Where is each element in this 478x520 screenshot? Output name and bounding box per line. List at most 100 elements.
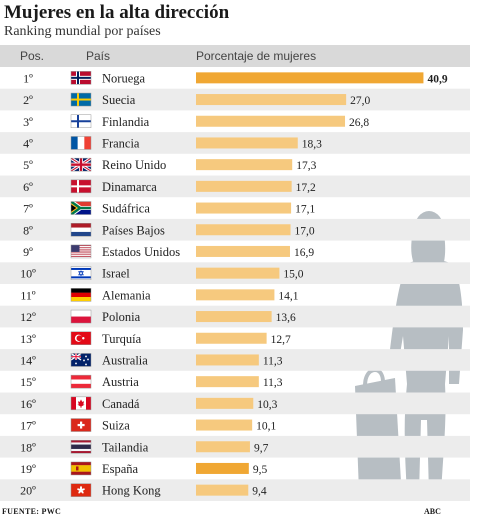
value-label: 17,0 [295, 225, 315, 237]
bar [196, 115, 346, 127]
table-row: 18º Tailandia 9,7 [0, 435, 470, 458]
country-label: Hong Kong [102, 484, 161, 498]
bar [196, 137, 298, 149]
table-row: 12º Polonia 13,6 [0, 305, 470, 328]
bar [196, 72, 424, 84]
country-label: Polonia [102, 310, 141, 324]
country-label: Países Bajos [102, 223, 165, 237]
bar [196, 484, 249, 496]
rank-label: 4º [23, 136, 33, 150]
column-header: País [86, 49, 110, 63]
bar [196, 419, 253, 431]
israel-flag-icon [70, 266, 92, 280]
table-row: 6º Dinamarca 17,2 [0, 175, 470, 198]
table-row: 5º Reino Unido 17,3 [23, 157, 317, 172]
hong-kong-flag-icon [70, 483, 92, 497]
australia-flag-icon [70, 353, 92, 367]
switzerland-flag-icon [70, 418, 92, 432]
turkey-flag-icon [70, 331, 92, 345]
rank-label: 12º [20, 310, 36, 324]
table-row: 2º Suecia 27,0 [0, 88, 470, 111]
table-rows: 1º Noruega 40,9 2º Suecia 27,0 3º Finlandia 26,8… [0, 71, 470, 501]
value-label: 17,3 [296, 160, 316, 172]
value-label: 10,3 [257, 399, 277, 411]
bar [196, 289, 275, 301]
rank-label: 15º [20, 375, 36, 389]
rank-label: 17º [20, 419, 36, 433]
bar [196, 159, 293, 171]
bar [196, 267, 280, 279]
bar [196, 354, 259, 366]
value-label: 13,6 [276, 312, 296, 324]
country-label: Canadá [102, 397, 140, 411]
value-label: 26,8 [349, 117, 369, 129]
canada-flag-icon [70, 396, 92, 411]
country-label: Dinamarca [102, 180, 157, 194]
germany-flag-icon [70, 288, 92, 302]
table-row: 9º Estados Unidos 16,9 [23, 244, 314, 259]
uk-flag-icon [70, 157, 92, 172]
table-row: 1º Noruega 40,9 [23, 71, 448, 85]
country-label: Finlandia [102, 115, 150, 129]
rank-label: 18º [20, 440, 36, 454]
table-row: 3º Finlandia 26,8 [23, 114, 369, 129]
value-label: 9,7 [254, 442, 269, 454]
rank-label: 19º [20, 462, 36, 476]
bar [196, 202, 292, 214]
south-africa-flag-icon [70, 201, 92, 215]
country-label: Suiza [102, 419, 130, 433]
austria-flag-icon [70, 374, 92, 389]
france-flag-icon [70, 136, 92, 150]
bar [196, 311, 272, 323]
value-label: 16,9 [294, 247, 314, 259]
usa-flag-icon [70, 244, 92, 259]
rank-label: 8º [23, 223, 33, 237]
brand-logo-text: ABC [424, 507, 441, 516]
table-row: 19º España 9,5 [20, 461, 268, 476]
country-label: Tailandia [102, 440, 149, 454]
country-label: Francia [102, 136, 140, 150]
value-label: 10,1 [256, 421, 276, 433]
country-label: Estados Unidos [102, 245, 180, 259]
value-label: 18,3 [302, 138, 322, 150]
value-label: 40,9 [427, 73, 447, 85]
country-label: Noruega [102, 71, 145, 85]
table-row: 4º Francia 18,3 [0, 132, 470, 154]
bar [196, 180, 292, 192]
table-row: 13º Turquía 12,7 [20, 331, 291, 346]
value-label: 27,0 [350, 95, 370, 107]
bar [196, 462, 249, 474]
value-label: 17,1 [295, 204, 315, 216]
bar [196, 397, 254, 409]
table-row: 7º Sudáfrica 17,1 [23, 201, 315, 216]
rank-label: 20º [20, 484, 36, 498]
table-row: 20º Hong Kong 9,4 [0, 479, 470, 501]
table-header: Pos. País Porcentaje de mujeres [0, 45, 470, 67]
country-label: Alemania [102, 288, 151, 302]
table-row: 11º Alemania 14,1 [20, 288, 299, 302]
thailand-flag-icon [70, 440, 92, 454]
value-label: 9,4 [252, 486, 267, 498]
rank-label: 7º [23, 202, 33, 216]
value-label: 11,3 [263, 355, 283, 367]
table-row: 17º Suiza 10,1 [20, 418, 277, 433]
table-row: 15º Austria 11,3 [20, 374, 283, 389]
rank-label: 2º [23, 93, 33, 107]
bar [196, 245, 290, 257]
column-header: Porcentaje de mujeres [196, 49, 316, 63]
value-label: 9,5 [253, 464, 268, 476]
table-row: 8º Países Bajos 17,0 [0, 218, 470, 241]
table-row: 14º Australia 11,3 [0, 349, 470, 371]
country-label: Suecia [102, 93, 136, 107]
country-label: Austria [102, 375, 139, 389]
header-background [0, 45, 470, 67]
rank-label: 6º [23, 180, 33, 194]
value-label: 11,3 [263, 377, 283, 389]
finland-flag-icon [70, 114, 92, 128]
bar [196, 376, 259, 388]
poland-flag-icon [70, 309, 92, 324]
sweden-flag-icon [70, 92, 92, 107]
country-label: Australia [102, 353, 148, 367]
rank-label: 16º [20, 397, 36, 411]
country-label: Turquía [102, 332, 142, 346]
